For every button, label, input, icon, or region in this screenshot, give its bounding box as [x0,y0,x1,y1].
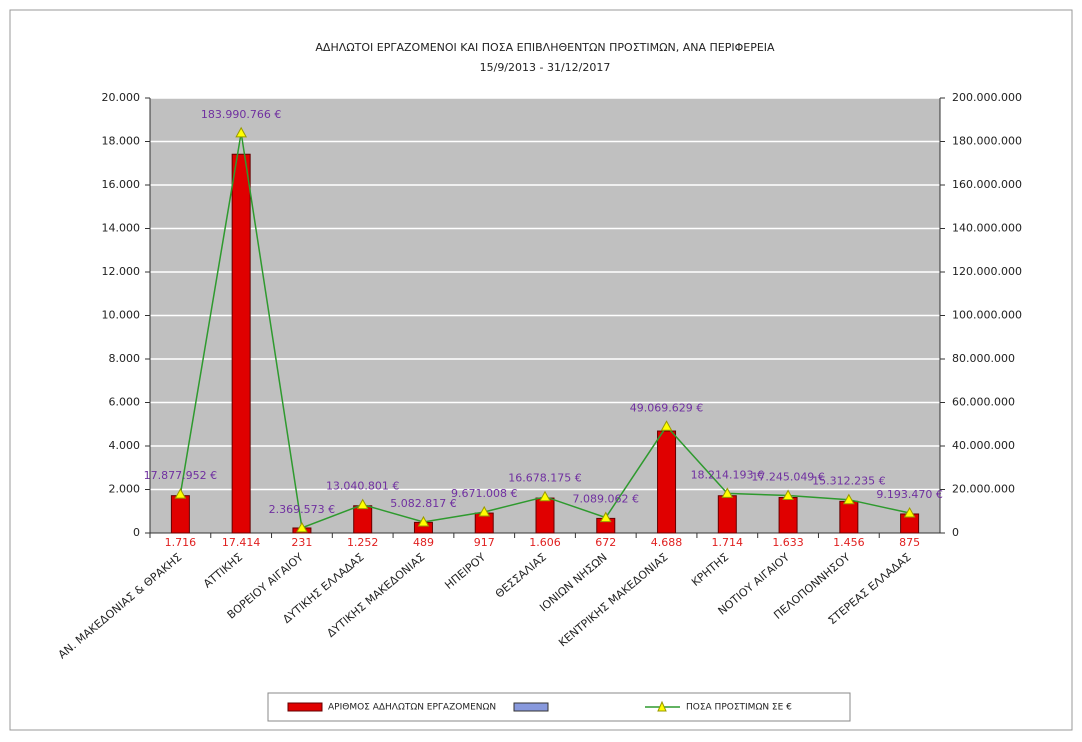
line-marker [539,490,551,502]
line-value-label: 183.990.766 € [201,108,281,121]
chart-subtitle: 15/9/2013 - 31/12/2017 [480,61,611,74]
line-value-label: 15.312.235 € [812,475,885,488]
bar-value-label: 4.688 [651,536,683,549]
y2-tick-label: 60.000.000 [952,396,1015,409]
y-tick-label: 4.000 [109,439,141,452]
legend-label: ΑΡΙΘΜΟΣ ΑΔΗΛΩΤΩΝ ΕΡΓΑΖΟΜΕΝΩΝ [328,703,496,713]
bar-value-label: 917 [474,536,495,549]
y-tick-label: 6.000 [109,396,141,409]
bar [839,500,859,534]
line-marker [174,488,187,499]
bar [778,496,798,534]
legend-swatch-blank [513,702,549,712]
bar-value-label: 231 [291,536,312,549]
y2-tick-label: 100.000.000 [952,309,1022,322]
y-tick-label: 12.000 [102,265,141,278]
legend-label: ΠΟΣΑ ΠΡΟΣΤΙΜΩΝ ΣΕ € [686,703,792,713]
bar-value-label: 1.633 [772,536,804,549]
legend-swatch [287,702,323,712]
line-marker [721,487,734,498]
line-value-label: 49.069.629 € [630,401,703,414]
y2-tick-label: 160.000.000 [952,178,1022,191]
y2-tick-label: 20.000.000 [952,483,1015,496]
line-marker [417,515,430,527]
y-tick-label: 14.000 [102,222,141,235]
bar [535,497,555,534]
y2-tick-label: 40.000.000 [952,439,1015,452]
legend-marker [657,700,667,712]
bar-value-label: 489 [413,536,434,549]
line-marker [842,493,855,505]
y2-tick-label: 180.000.000 [952,135,1022,148]
y2-tick-label: 140.000.000 [952,222,1022,235]
line-marker [235,126,248,138]
bar [717,495,737,534]
bar-value-label: 1.456 [833,536,865,549]
bar [353,505,373,534]
bar [657,430,677,534]
bar-value-label: 1.714 [712,536,744,549]
bar [170,495,190,534]
line-value-label: 13.040.801 € [326,480,399,493]
bar-value-label: 1.606 [529,536,561,549]
line-marker [660,420,673,431]
y-tick-label: 0 [133,526,140,539]
bar [231,153,251,534]
bar-value-label: 1.252 [347,536,379,549]
chart-title: ΑΔΗΛΩΤΟΙ ΕΡΓΑΖΟΜΕΝΟΙ ΚΑΙ ΠΟΣΑ ΕΠΙΒΛΗΘΕΝΤ… [315,41,775,54]
y2-tick-label: 0 [952,526,959,539]
line-value-label: 9.193.470 € [876,488,942,501]
bar-value-label: 17.414 [222,536,261,549]
bar-value-label: 1.716 [165,536,197,549]
y2-tick-label: 120.000.000 [952,265,1022,278]
line-marker [782,489,794,500]
y-tick-label: 18.000 [102,135,141,148]
line-value-label: 2.369.573 € [269,503,335,516]
y-tick-label: 16.000 [102,178,141,191]
line-marker [599,511,612,523]
line-value-label: 18.214.193 € [691,468,764,481]
line-marker [478,505,491,517]
bar-value-label: 875 [899,536,920,549]
line-marker [356,498,369,510]
line-value-label: 17.877.952 € [144,469,217,482]
y2-tick-label: 200.000.000 [952,91,1022,104]
bar-value-label: 672 [595,536,616,549]
y-tick-label: 2.000 [109,483,141,496]
line-value-label: 17.245.049 € [751,470,824,483]
line-marker [903,506,916,518]
line-value-label: 7.089.062 € [573,493,639,506]
line-value-label: 16.678.175 € [508,472,581,485]
line-value-label: 5.082.817 € [390,497,456,510]
line-value-label: 9.671.008 € [451,487,517,500]
y2-tick-label: 80.000.000 [952,352,1015,365]
y-tick-label: 10.000 [102,309,141,322]
y-tick-label: 8.000 [109,352,141,365]
y-tick-label: 20.000 [102,91,141,104]
line-marker [296,521,308,533]
legend-box [267,692,851,722]
